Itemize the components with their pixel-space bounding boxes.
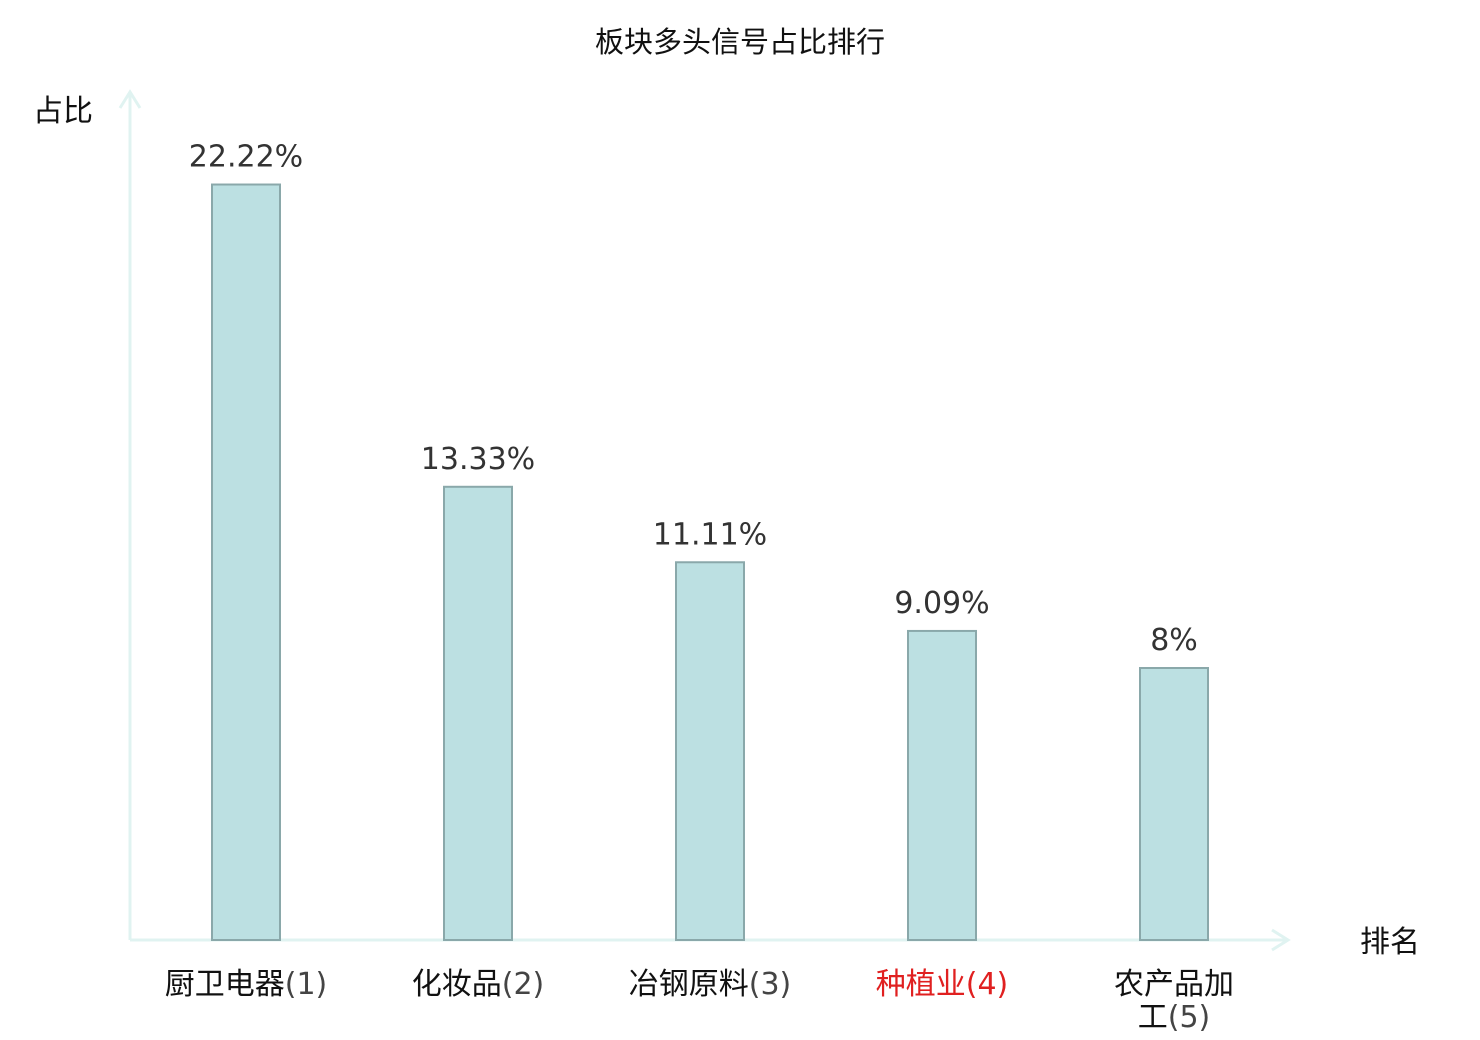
category-label-5-line-1: 农产品加 [1114, 967, 1234, 1002]
category-label-4: 种植业(4) [876, 967, 1009, 1002]
category-name: 农产品加 [1114, 967, 1234, 1002]
category-rank: (3) [749, 967, 792, 1002]
x-axis-label: 排名 [1360, 925, 1420, 960]
category-rank: (4) [966, 967, 1009, 1002]
bar-group: 22.22% 厨卫电器(1) 13.33% 化妆品(2) 11.11% 冶钢原料(3) 9.… [165, 140, 1234, 1035]
bar-1 [211, 183, 281, 941]
data-label-4: 9.09% [894, 586, 989, 621]
y-axis-arrow [118, 89, 142, 109]
y-axis-label: 占比 [33, 94, 93, 129]
chart-title: 板块多头信号占比排行 [595, 25, 885, 59]
data-label-1: 22.22% [189, 140, 303, 175]
bar-3 [675, 561, 745, 941]
category-name: 厨卫电器 [165, 967, 285, 1002]
data-label-2: 13.33% [421, 442, 535, 477]
category-label-2: 化妆品(2) [412, 967, 545, 1002]
bar-2 [443, 485, 513, 941]
bar-5 [1139, 667, 1209, 941]
category-name: 冶钢原料 [629, 967, 749, 1002]
data-label-5: 8% [1150, 623, 1198, 658]
category-name: 工 [1138, 1000, 1168, 1035]
category-label-1: 厨卫电器(1) [165, 967, 328, 1002]
category-name: 化妆品 [412, 967, 502, 1002]
data-label-3: 11.11% [653, 517, 767, 552]
category-label-5-line-2: 工(5) [1138, 1000, 1211, 1035]
category-name: 种植业 [876, 967, 966, 1002]
category-rank: (2) [502, 967, 545, 1002]
category-rank: (5) [1168, 1000, 1211, 1035]
category-label-3: 冶钢原料(3) [629, 967, 792, 1002]
category-rank: (1) [285, 967, 328, 1002]
x-axis-arrow [1271, 928, 1291, 952]
bar-4 [907, 629, 977, 941]
